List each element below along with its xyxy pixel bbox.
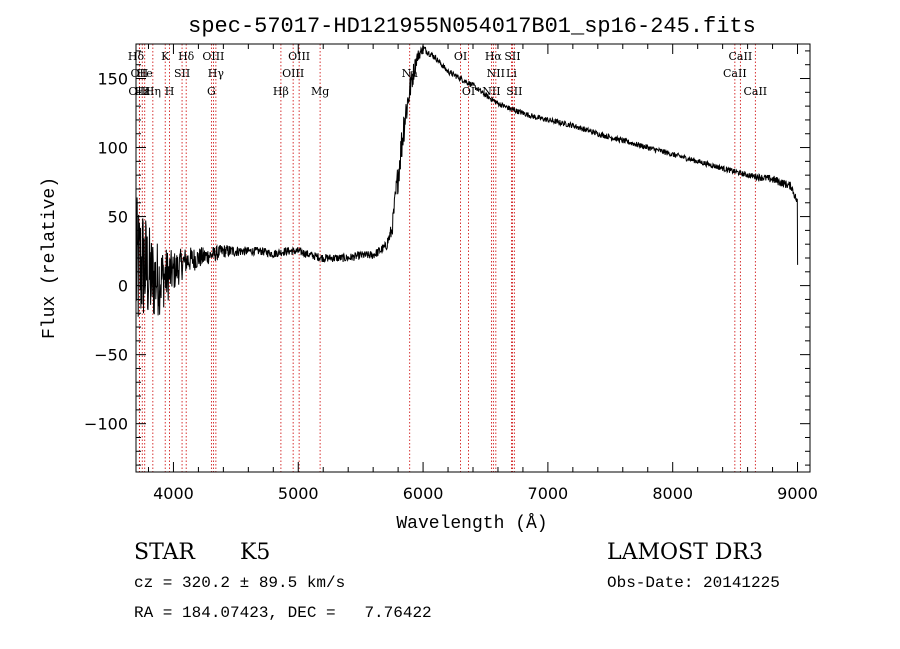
spectral-line-label: OI	[462, 85, 475, 98]
spectral-line-label: SII	[504, 50, 520, 63]
object-subclass: K5	[240, 540, 271, 565]
y-tick-label: 150	[97, 70, 128, 89]
spectral-line-label: SII	[174, 67, 190, 80]
spectral-line-label: OIII	[288, 50, 310, 63]
x-tick-label: 9000	[777, 484, 818, 503]
x-axis-label: Wavelength (Å)	[396, 513, 547, 534]
x-tick-label: 5000	[278, 484, 319, 503]
x-tick-label: 8000	[652, 484, 693, 503]
spectral-line-label: Hα	[485, 50, 503, 63]
spectral-line-label: OIII	[282, 67, 304, 80]
redshift-cz: cz = 320.2 ± 89.5 km/s	[134, 574, 346, 592]
chart-title: spec-57017-HD121955N054017B01_sp16-245.f…	[188, 14, 756, 39]
spectral-line-label: CaII	[729, 50, 753, 63]
ra-dec-coords: RA = 184.07423, DEC = 7.76422	[134, 604, 432, 622]
y-tick-label: −50	[94, 346, 128, 365]
spectral-line-label: H	[165, 85, 175, 98]
flux-series-line	[135, 45, 799, 317]
y-tick-label: 0	[118, 277, 128, 296]
spectral-line-label: Hδ	[178, 50, 195, 63]
spectral-line-label: OIII	[128, 85, 150, 98]
spectral-line-label: Mg	[311, 85, 329, 98]
spectral-line-label: Hη	[145, 85, 161, 98]
spectral-line-label: OII	[131, 67, 149, 80]
object-class: STAR	[134, 540, 195, 565]
survey-name: LAMOST DR3	[607, 540, 763, 565]
spectral-line-labels: HδOIIOIIIHεHeHηKHSIIHδGOIIIHγHβOIIIOIIIM…	[128, 50, 767, 98]
spectral-line-label: CaII	[723, 67, 747, 80]
spectral-line-label: Hβ	[273, 85, 289, 98]
x-axis-ticks: 4000 5000 6000 7000 8000 9000	[147, 44, 818, 503]
y-tick-label: 50	[108, 208, 128, 227]
y-axis-label: Flux (relative)	[40, 177, 60, 339]
y-tick-label: −100	[84, 415, 128, 434]
spectral-line-label: K	[161, 50, 170, 63]
spectral-line-label: Hγ	[208, 67, 225, 80]
spectral-line-label: He	[137, 67, 153, 80]
x-tick-label: 6000	[403, 484, 444, 503]
spectral-line-label: NII	[487, 67, 505, 80]
spectral-line-markers	[135, 44, 756, 472]
spectral-line-label: OI	[454, 50, 467, 63]
spectral-line-label: Hε	[135, 85, 151, 98]
x-tick-label: 7000	[528, 484, 569, 503]
spectral-line-label: CaII	[743, 85, 767, 98]
y-tick-label: 100	[97, 139, 128, 158]
spectral-line-label: SII	[506, 85, 522, 98]
spectral-line-label: G	[207, 85, 216, 98]
spectral-line-label: Li	[506, 67, 517, 80]
plot-frame	[135, 43, 811, 473]
x-tick-label: 4000	[153, 484, 194, 503]
obs-date: Obs-Date: 20141225	[607, 574, 780, 592]
y-axis-ticks: −100 −50 0 50 100 150	[84, 50, 810, 466]
spectral-line-label: OIII	[202, 50, 224, 63]
